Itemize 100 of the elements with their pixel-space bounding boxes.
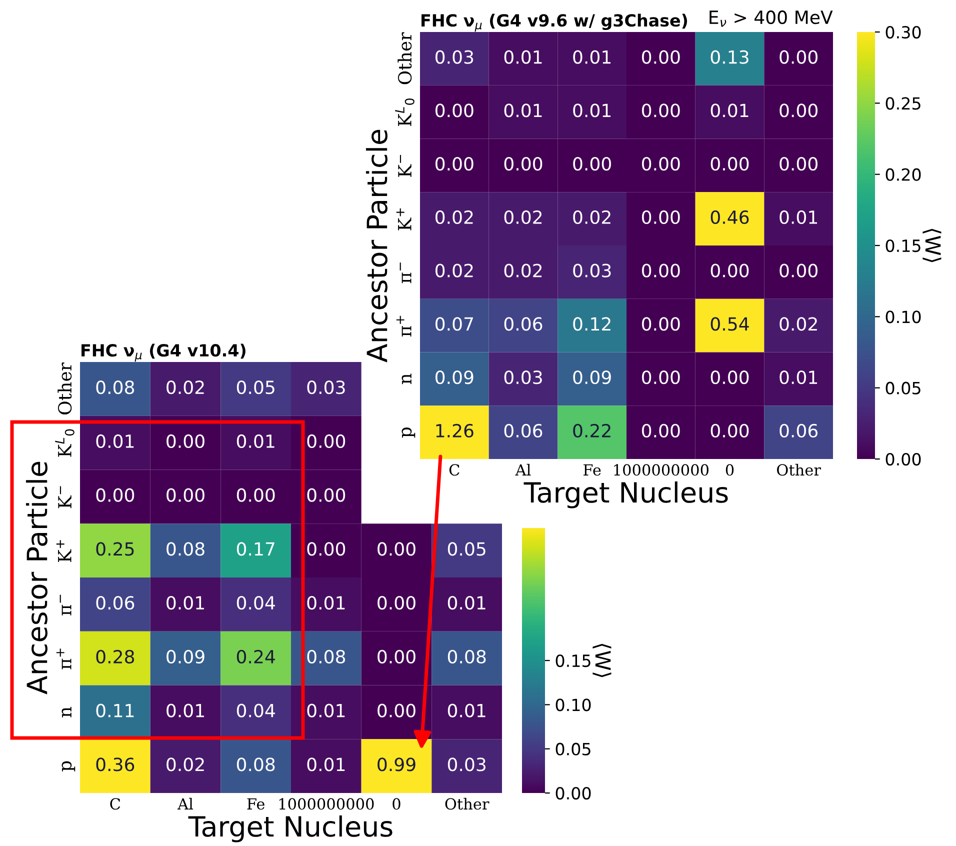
data-label: 0.06: [780, 424, 818, 438]
data-label: 0.01: [504, 50, 542, 64]
data-label: 0.36: [96, 758, 134, 772]
data-label: 0.01: [96, 434, 134, 448]
data-label: 0.00: [166, 488, 204, 502]
data-label: 0.00: [710, 424, 749, 438]
chart-title: FHC ν$_{μ}$ (G4 v10.4): [82, 344, 246, 362]
y-tick-label: π$^{+}$: [56, 648, 72, 670]
data-label: 0.08: [448, 650, 486, 664]
data-label: 0.00: [642, 104, 680, 118]
data-label: 0.04: [236, 704, 275, 718]
data-label: 0.00: [573, 157, 611, 171]
color-bar-label: 0.15: [556, 654, 590, 668]
color-bar-label: 0.05: [886, 382, 920, 394]
y-tick-label: p: [62, 761, 76, 772]
y-tick-label: π$^{+}$: [396, 316, 412, 337]
data-label: 0.54: [710, 317, 749, 331]
data-label: 0.00: [307, 488, 346, 502]
data-label: 0.00: [642, 370, 680, 384]
data-label: 0.05: [236, 380, 274, 394]
data-label: 0.01: [307, 596, 345, 610]
data-label: 0.02: [436, 264, 473, 278]
y-tick-label: K$^{L}$$_{0}$: [55, 429, 74, 457]
data-label: 0.02: [436, 210, 473, 224]
data-label: 0.00: [436, 157, 474, 171]
x-tick-label: Other: [777, 464, 822, 476]
color-bar-label: 0.20: [886, 168, 921, 181]
data-label: 0.00: [378, 650, 416, 664]
data-label: 0.01: [780, 210, 818, 224]
data-label: 0.01: [307, 758, 345, 772]
data-label: 0.00: [307, 434, 346, 448]
data-label: 0.02: [504, 264, 542, 278]
data-label: 0.01: [236, 434, 274, 448]
data-label: 0.03: [573, 264, 611, 278]
x-tick-label: 0: [726, 464, 734, 476]
data-label: 0.00: [307, 542, 346, 556]
data-label: 0.01: [166, 704, 204, 718]
data-label: 0.46: [710, 210, 749, 224]
data-label: 0.12: [573, 317, 610, 331]
x-tick-label: Fe: [584, 464, 601, 476]
data-label: 0.11: [96, 704, 134, 718]
data-label: 0.00: [780, 264, 818, 278]
y-tick-label: π$^{−}$: [400, 262, 412, 284]
data-label: 0.03: [448, 758, 486, 772]
data-label: 0.00: [642, 264, 680, 278]
data-label: 0.01: [307, 704, 345, 718]
y-tick-label: K$^{L}$$_{0}$: [395, 98, 414, 126]
data-label: 0.00: [642, 210, 680, 224]
data-label: 0.00: [378, 542, 416, 556]
x-axis-title: Target Nucleus: [524, 481, 728, 508]
color-bar-title: ⟨W⟩: [592, 644, 612, 678]
data-label: 0.00: [378, 596, 416, 610]
data-label: 0.25: [96, 542, 134, 556]
data-label: 0.00: [504, 157, 542, 171]
x-tick-label: 0: [392, 798, 400, 810]
data-label: 0.08: [307, 650, 346, 664]
x-tick-label: Al: [515, 464, 531, 476]
x-tick-label: Other: [445, 798, 490, 810]
x-tick-label: 1000000000: [614, 464, 708, 476]
color-bar-label: 0.15: [886, 239, 920, 252]
y-tick-label: K$^{−}$: [398, 154, 412, 177]
data-label: 0.99: [378, 758, 416, 772]
data-label: 0.00: [780, 104, 818, 118]
data-label: 0.24: [236, 650, 275, 664]
data-label: 1.26: [436, 424, 474, 438]
x-axis-title: Target Nucleus: [188, 815, 392, 842]
data-label: 0.01: [448, 704, 486, 718]
data-label: 0.01: [573, 50, 611, 64]
data-label: 0.22: [573, 424, 610, 438]
color-bar-title: ⟨W⟩: [922, 228, 942, 262]
data-label: 0.08: [166, 542, 204, 556]
color-bar-label: 0.00: [886, 452, 921, 466]
data-label: 0.00: [166, 434, 204, 448]
text: E$_{ν}$ > 400 MeV: [710, 10, 833, 27]
data-label: 0.05: [448, 542, 486, 556]
x-tick-label: 1000000000: [279, 798, 374, 810]
y-tick-label: n: [402, 374, 412, 384]
data-label: 0.00: [642, 317, 680, 331]
chart-title: FHC ν$_{μ}$ (G4 v9.6 w/ g3Chase): [422, 14, 688, 32]
data-label: 0.02: [166, 380, 204, 394]
y-tick-label: Other: [58, 362, 72, 414]
y-tick-label: K$^{−}$: [58, 486, 72, 508]
y-tick-label: n: [62, 706, 72, 718]
data-label: 0.00: [436, 104, 474, 118]
data-label: 0.02: [166, 758, 204, 772]
x-tick-label: C: [110, 798, 120, 810]
data-label: 0.00: [642, 424, 680, 438]
data-label: 0.00: [96, 488, 134, 502]
data-label: 0.03: [504, 370, 542, 384]
data-label: 0.01: [448, 596, 486, 610]
y-tick-label: π$^{−}$: [60, 594, 72, 616]
data-label: 0.02: [504, 210, 542, 224]
color-bar-label: 0.00: [556, 786, 591, 800]
data-label: 0.03: [307, 380, 345, 394]
data-label: 0.00: [642, 157, 680, 171]
data-label: 0.13: [710, 50, 748, 64]
data-label: 0.17: [236, 542, 274, 556]
data-label: 0.00: [710, 264, 749, 278]
y-tick-label: K$^{+}$: [396, 208, 412, 230]
y-tick-label: Other: [398, 32, 412, 84]
